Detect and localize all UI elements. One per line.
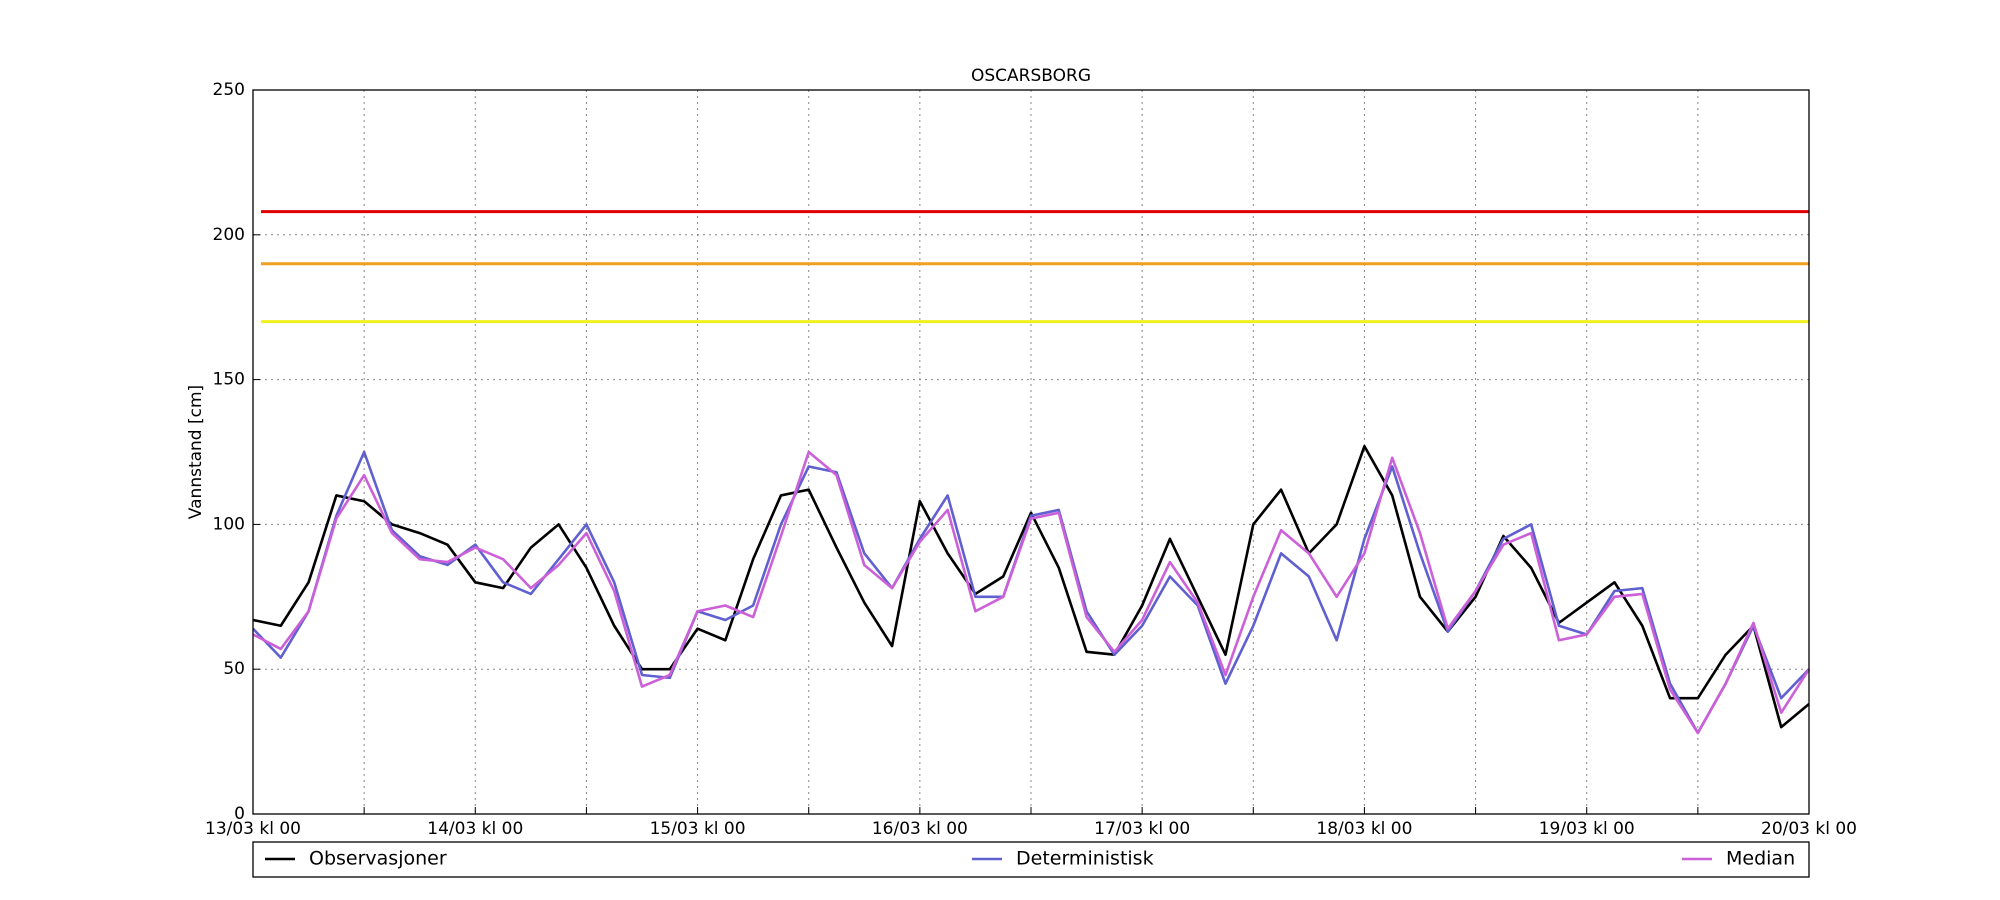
- x-tick-label: 14/03 kl 00: [427, 819, 523, 839]
- plot-frame: [252, 89, 1810, 815]
- x-tick-label: 15/03 kl 00: [650, 819, 746, 839]
- y-tick-label: 200: [213, 225, 245, 245]
- y-tick-label: 100: [213, 514, 245, 534]
- legend-label: Median: [1726, 848, 1795, 870]
- legend-label: Deterministisk: [1016, 848, 1154, 870]
- x-tick-label: 20/03 kl 00: [1761, 819, 1857, 839]
- y-tick-label: 150: [213, 370, 245, 390]
- y-tick-label: 0: [234, 804, 245, 824]
- x-tick-label: 18/03 kl 00: [1316, 819, 1412, 839]
- x-tick-label: 16/03 kl 00: [872, 819, 968, 839]
- legend-label: Observasjoner: [309, 848, 447, 870]
- y-tick-label: 250: [213, 80, 245, 100]
- legend-box: [252, 841, 1810, 878]
- series-line: [252, 450, 1810, 735]
- x-tick-label: 13/03 kl 00: [205, 819, 301, 839]
- x-tick-label: 19/03 kl 00: [1539, 819, 1635, 839]
- series-line: [252, 450, 1811, 735]
- y-tick-label: 50: [223, 659, 245, 679]
- chart-title: OSCARSBORG: [971, 66, 1091, 86]
- x-tick-label: 17/03 kl 00: [1094, 819, 1190, 839]
- y-axis-label: Vannstand [cm]: [186, 385, 206, 519]
